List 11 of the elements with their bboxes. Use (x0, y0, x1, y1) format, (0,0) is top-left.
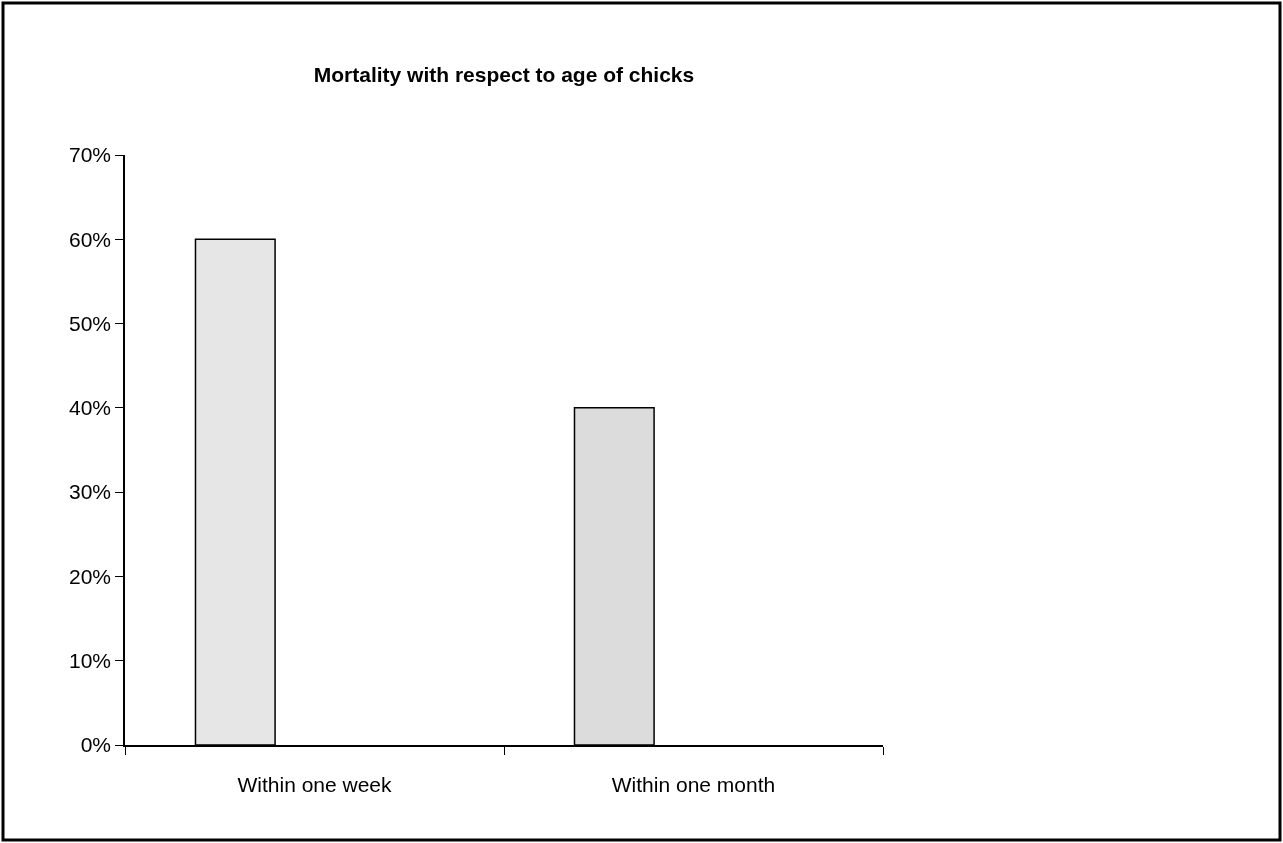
y-tick-label: 10% (69, 649, 112, 673)
y-tick-label: 20% (69, 564, 112, 588)
x-tick-label: Within one week (237, 772, 393, 796)
y-tick-label: 30% (69, 480, 112, 504)
y-tick-label: 50% (69, 311, 112, 335)
chart-title: Mortality with respect to age of chicks (313, 63, 695, 87)
y-tick-label: 40% (69, 396, 112, 420)
x-tick-label: Within one month (611, 772, 776, 796)
y-tick-label: 0% (80, 733, 112, 757)
y-tick-label: 60% (69, 227, 112, 251)
y-tick-label: 70% (69, 143, 112, 167)
